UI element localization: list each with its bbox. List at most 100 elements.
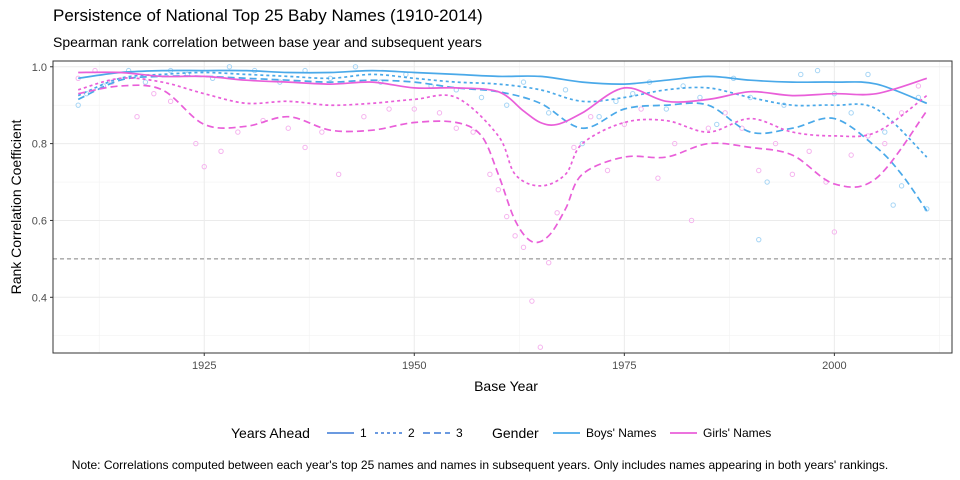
legend-label-1: 1 xyxy=(360,426,367,440)
legend: Years Ahead 1 2 3 Gender Boys' Names Gir… xyxy=(231,425,771,441)
chart-subtitle: Spearman rank correlation between base y… xyxy=(53,34,482,50)
boys-point xyxy=(562,87,569,93)
girls-point xyxy=(537,344,544,350)
girls-point xyxy=(848,152,854,158)
legend-label-girls: Girls' Names xyxy=(703,426,771,440)
boys-point xyxy=(781,102,787,108)
chart-title: Persistence of National Top 25 Baby Name… xyxy=(53,6,483,25)
girls-point xyxy=(487,171,493,178)
axes: 1925 1950 1975 2000 0.4 0.6 0.8 1.0 xyxy=(32,60,953,372)
girls-point xyxy=(571,144,577,151)
trend-lines xyxy=(77,69,928,244)
girls-point xyxy=(201,163,207,170)
girls-point xyxy=(335,171,342,178)
x-axis-title: Base Year xyxy=(474,378,538,394)
girls-point xyxy=(772,140,779,147)
girls-point xyxy=(151,90,157,97)
girls-point xyxy=(386,106,392,112)
boys-point xyxy=(890,202,896,208)
boys-series-2-line xyxy=(77,71,928,158)
girls-point xyxy=(235,129,241,135)
panel-border xyxy=(52,60,953,354)
legend-label-2: 2 xyxy=(408,426,415,440)
boys-point xyxy=(142,79,149,85)
legend-label-3: 3 xyxy=(456,426,463,440)
y-tick-label: 1.0 xyxy=(32,62,47,74)
y-axis-title: Rank Correlation Coefficient xyxy=(8,119,24,294)
girls-point xyxy=(285,125,291,131)
girls-point xyxy=(739,125,745,131)
boys-point xyxy=(75,102,81,108)
girls-point xyxy=(588,114,594,120)
x-tick-label: 1975 xyxy=(612,360,636,372)
boys-point xyxy=(764,179,770,185)
boys-series-1-line xyxy=(78,69,928,105)
y-tick-label: 0.8 xyxy=(32,139,47,151)
boys-point xyxy=(504,102,510,108)
x-tick-label: 2000 xyxy=(822,360,846,372)
girls-point xyxy=(915,83,922,89)
boys-point xyxy=(630,90,636,97)
girls-series-1-line xyxy=(78,71,928,126)
girls-point xyxy=(705,125,712,131)
girls-point xyxy=(411,106,417,112)
girls-point xyxy=(512,233,518,239)
boys-point xyxy=(714,121,720,128)
girls-point xyxy=(546,260,552,266)
boys-point xyxy=(882,129,888,135)
boys-series-3-line xyxy=(77,75,928,212)
girls-point xyxy=(672,140,678,147)
girls-point xyxy=(621,121,628,128)
girls-point xyxy=(361,114,367,120)
plot-panel xyxy=(53,61,952,353)
girls-point xyxy=(529,298,535,304)
boys-point xyxy=(814,67,821,74)
girls-point xyxy=(604,167,611,174)
boys-point xyxy=(546,110,552,116)
boys-point xyxy=(865,71,871,78)
boys-point xyxy=(798,71,804,78)
girls-point xyxy=(470,129,476,135)
legend-title-years: Years Ahead xyxy=(231,425,310,441)
x-tick-label: 1950 xyxy=(402,360,426,372)
plot-background xyxy=(53,61,952,353)
y-tick-label: 0.6 xyxy=(32,215,47,227)
footnote: Note: Correlations computed between each… xyxy=(71,458,889,472)
girls-point xyxy=(554,210,560,216)
girls-point xyxy=(789,171,796,178)
girls-point xyxy=(638,106,644,112)
boys-point xyxy=(756,236,762,243)
girls-point xyxy=(504,213,510,220)
legend-title-gender: Gender xyxy=(492,425,539,441)
boys-point xyxy=(226,64,233,70)
girls-point xyxy=(756,167,762,174)
girls-point xyxy=(436,110,443,116)
girls-point xyxy=(882,140,888,147)
legend-label-boys: Boys' Names xyxy=(586,426,656,440)
girls-point xyxy=(193,140,199,147)
x-tick-label: 1925 xyxy=(192,360,216,372)
girls-point xyxy=(688,217,695,224)
boys-point xyxy=(596,114,602,120)
girls-point xyxy=(167,98,174,105)
girls-series-3-line xyxy=(78,84,928,244)
boys-point xyxy=(352,64,359,70)
boys-point xyxy=(579,140,586,147)
girls-point xyxy=(655,175,661,181)
girls-point xyxy=(806,148,812,154)
boys-point xyxy=(478,94,485,101)
grid-lines xyxy=(53,61,952,353)
boys-point xyxy=(520,79,527,85)
boys-point xyxy=(663,106,670,112)
boys-point xyxy=(613,98,619,105)
girls-point xyxy=(831,229,838,235)
girls-point xyxy=(520,244,527,251)
girls-point xyxy=(495,187,501,193)
y-tick-label: 0.4 xyxy=(32,292,47,304)
girls-point xyxy=(218,148,224,154)
girls-point xyxy=(319,129,325,135)
boys-point xyxy=(848,110,854,116)
boys-point xyxy=(898,183,905,189)
girls-point xyxy=(134,114,140,120)
